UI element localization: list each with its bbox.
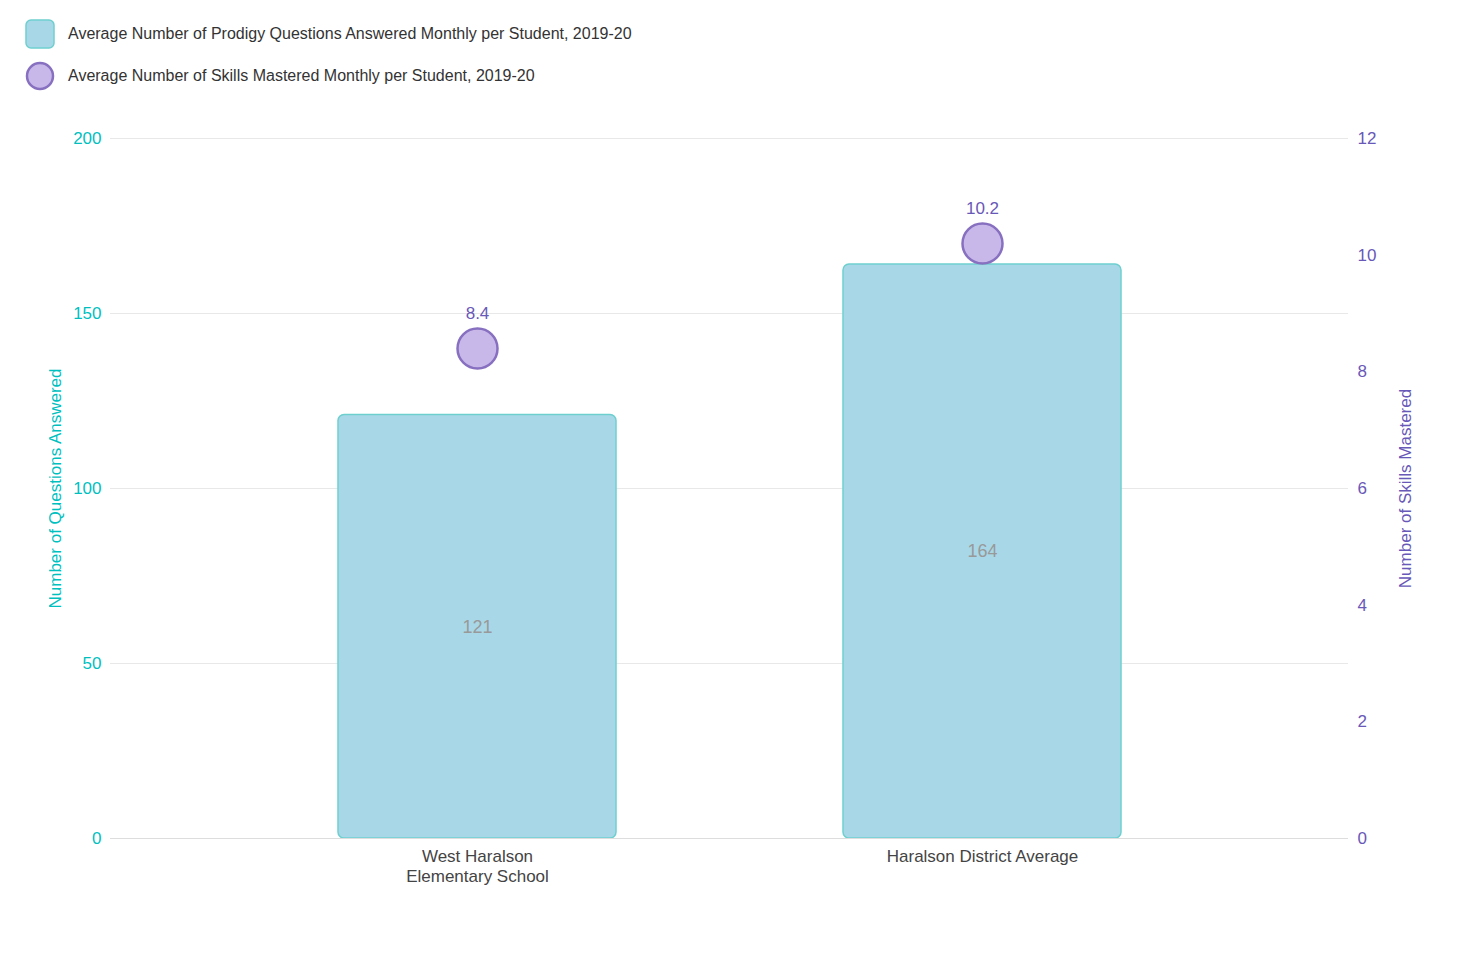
svg-text:8.4: 8.4 — [466, 304, 490, 323]
svg-text:150: 150 — [73, 304, 101, 323]
svg-text:100: 100 — [73, 479, 101, 498]
svg-text:Number of Skills Mastered: Number of Skills Mastered — [1396, 389, 1415, 588]
svg-text:West HaralsonElementary School: West HaralsonElementary School — [406, 847, 549, 886]
svg-text:200: 200 — [73, 129, 101, 148]
svg-text:10.2: 10.2 — [966, 199, 999, 218]
svg-text:10: 10 — [1358, 246, 1377, 265]
svg-text:Number of Questions Answered: Number of Questions Answered — [46, 368, 65, 608]
svg-text:0: 0 — [92, 829, 101, 848]
svg-text:Haralson District Average: Haralson District Average — [887, 847, 1079, 866]
svg-text:50: 50 — [83, 654, 102, 673]
html-text:Average Number of Prodigy Ques: Average Number of Prodigy Questions Answ… — [68, 25, 632, 42]
svg-text:164: 164 — [967, 541, 997, 561]
svg-text:4: 4 — [1358, 596, 1367, 615]
svg-text:2: 2 — [1358, 712, 1367, 731]
svg-text:6: 6 — [1358, 479, 1367, 498]
svg-text:8: 8 — [1358, 362, 1367, 381]
svg-text:12: 12 — [1358, 129, 1377, 148]
html-text:Average Number of Skills Maste: Average Number of Skills Mastered Monthl… — [68, 67, 535, 84]
svg-text:121: 121 — [462, 617, 492, 637]
svg-text:0: 0 — [1358, 829, 1367, 848]
